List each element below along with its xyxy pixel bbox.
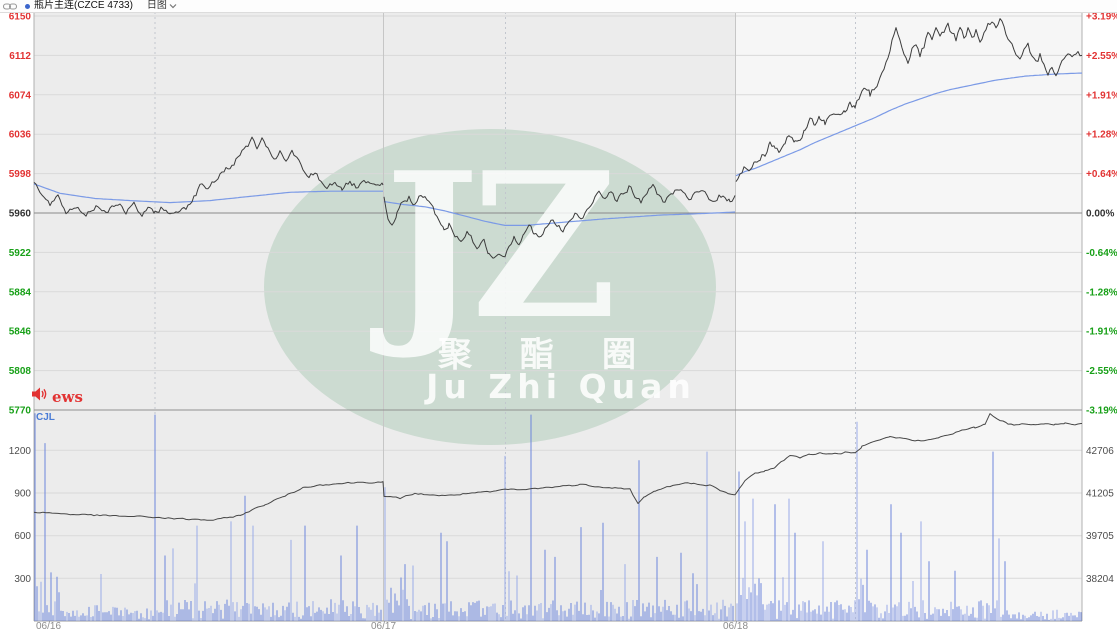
percent-tick-label: +0.64% xyxy=(1086,169,1117,180)
price-tick-label: 5846 xyxy=(9,327,32,338)
link-icon[interactable] xyxy=(3,2,17,11)
percent-tick-label: 0.00% xyxy=(1086,209,1114,220)
volume-indicator-label: CJL xyxy=(36,412,55,423)
price-tick-label: 6036 xyxy=(9,130,32,141)
open-interest-tick-label: 41205 xyxy=(1086,489,1114,500)
volume-tick-label: 900 xyxy=(14,489,31,500)
instrument-dot-icon xyxy=(25,3,30,9)
news-ticker[interactable]: ews xyxy=(31,386,83,407)
price-tick-label: 5884 xyxy=(9,287,32,298)
volume-tick-label: 600 xyxy=(14,531,31,542)
percent-tick-label: -1.91% xyxy=(1086,327,1117,338)
price-tick-label: 5808 xyxy=(9,366,32,377)
speaker-icon xyxy=(31,386,48,407)
percent-tick-label: -3.19% xyxy=(1086,406,1117,417)
percent-tick-label: +2.55% xyxy=(1086,51,1117,62)
percent-tick-label: -2.55% xyxy=(1086,366,1117,377)
chart-header: 瓶片主连(CZCE 4733) 日图 xyxy=(0,0,1117,13)
date-label: 06/18 xyxy=(723,621,748,630)
chevron-down-icon xyxy=(169,3,177,9)
date-label: 06/16 xyxy=(36,621,61,630)
price-tick-label: 5922 xyxy=(9,248,32,259)
period-label: 日图 xyxy=(146,0,167,11)
instrument-title: 瓶片主连(CZCE 4733) xyxy=(34,0,133,11)
open-interest-tick-label: 38204 xyxy=(1086,574,1114,585)
price-tick-label: 6150 xyxy=(9,12,32,23)
price-tick-label: 5998 xyxy=(9,169,32,180)
price-tick-label: 5770 xyxy=(9,406,32,417)
price-tick-label: 5960 xyxy=(9,209,32,220)
watermark-text: 聚酯圈 xyxy=(437,335,684,375)
news-ticker-text: ews xyxy=(52,387,83,406)
percent-tick-label: +1.91% xyxy=(1086,90,1117,101)
percent-tick-label: -1.28% xyxy=(1086,287,1117,298)
watermark-text: Ju Zhi Quan xyxy=(424,367,696,406)
price-tick-label: 6112 xyxy=(9,51,31,62)
volume-tick-label: 300 xyxy=(14,574,31,585)
volume-tick-label: 1200 xyxy=(9,446,32,457)
price-tick-label: 6074 xyxy=(9,90,32,101)
percent-tick-label: +3.19% xyxy=(1086,12,1117,23)
period-selector[interactable]: 日图 xyxy=(147,0,177,12)
percent-tick-label: -0.64% xyxy=(1086,248,1117,259)
open-interest-tick-label: 39705 xyxy=(1086,531,1114,542)
open-interest-tick-label: 42706 xyxy=(1086,446,1114,457)
watermark-text: JZ xyxy=(370,129,611,364)
date-label: 06/17 xyxy=(371,621,396,630)
percent-tick-label: +1.28% xyxy=(1086,130,1117,141)
